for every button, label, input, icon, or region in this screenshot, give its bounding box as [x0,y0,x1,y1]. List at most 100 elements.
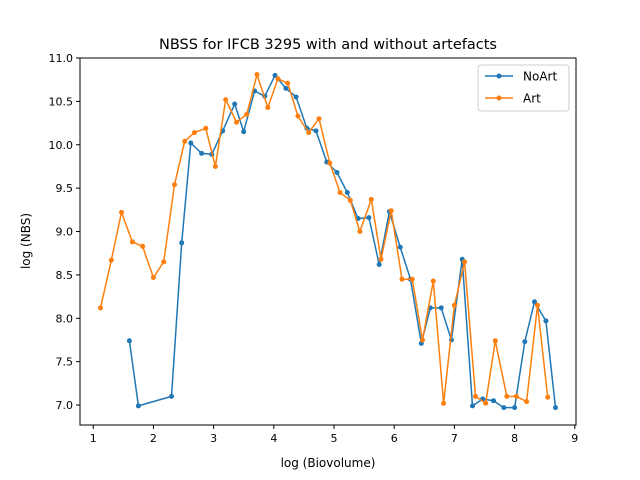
x-axis-label: log (Biovolume) [281,456,376,470]
data-point-noart [438,305,444,311]
data-point-noart [272,72,278,78]
data-point-noart [135,403,141,409]
series-line-noart [128,74,557,409]
data-point-art [535,302,540,308]
data-point-noart [366,215,372,221]
series-noart [126,72,558,411]
data-point-noart [199,150,205,156]
y-tick-label: 9.0 [56,226,74,239]
x-tick-label: 5 [331,432,338,445]
data-point-art [462,259,468,265]
data-point-art [172,182,177,188]
y-tick-label: 10.5 [49,95,74,108]
data-point-art [212,164,218,169]
data-point-noart [501,405,507,411]
data-point-noart [543,318,549,324]
legend-label-art: Art [523,92,541,106]
data-point-art [98,305,103,311]
data-point-art [244,111,250,117]
data-point-art [368,196,374,202]
y-tick-label: 7.5 [56,356,74,369]
data-point-art [524,399,530,405]
data-point-art [409,276,415,282]
legend-label-noart: NoArt [523,70,557,84]
data-point-noart [126,338,132,344]
data-point-art [399,276,405,282]
data-point-art [357,229,363,234]
data-point-art [119,209,124,215]
data-point-noart [334,170,340,175]
data-point-art [161,259,167,265]
y-tick-label: 7.0 [56,399,74,412]
y-tick-label: 9.5 [56,182,74,195]
y-tick-label: 8.5 [56,269,74,282]
data-point-art [388,208,394,214]
data-point-art [234,119,239,125]
data-point-art [254,72,260,77]
data-point-art [203,125,209,131]
data-point-art [182,138,188,144]
data-point-art [473,393,478,399]
data-point-art [504,393,510,399]
data-point-art [378,256,384,262]
data-point-noart [344,190,350,195]
data-point-art [430,278,436,284]
data-point-art [265,105,271,110]
y-tick-label: 11.0 [49,52,74,65]
data-point-art [285,80,291,86]
data-point-art [327,160,333,166]
x-axis-ticks: 1 2 3 4 5 6 7 8 9 [90,425,578,445]
x-tick-label: 3 [210,432,217,445]
legend: NoArt Art [477,64,570,112]
data-point-art [420,337,425,343]
data-point-noart [179,240,185,246]
data-point-noart [491,398,496,404]
x-tick-label: 2 [150,432,157,445]
data-point-noart [512,405,518,411]
data-point-noart [522,339,528,345]
data-point-noart [376,262,382,267]
data-point-noart [293,94,299,100]
data-point-art [545,394,551,400]
data-point-noart [188,140,194,146]
series-line-art [99,73,549,405]
x-tick-label: 1 [90,432,97,445]
series-layer [98,72,558,411]
y-tick-label: 8.0 [56,312,74,325]
y-axis-label: log (NBS) [19,213,33,269]
chart-title: NBSS for IFCB 3295 with and without arte… [159,37,497,53]
data-point-art [451,302,457,308]
data-point-noart [532,299,537,305]
x-tick-label: 6 [391,432,398,445]
legend-marker-art [496,95,502,101]
data-point-art [191,130,197,136]
data-point-noart [470,403,475,409]
plot-frame [79,57,577,426]
data-point-art [513,393,519,399]
data-point-art [347,197,353,203]
data-point-art [295,113,301,119]
data-point-art [337,190,343,195]
data-point-art [223,97,229,103]
data-point-noart [553,405,558,411]
data-point-art [108,257,114,263]
data-point-art [441,400,447,406]
data-point-noart [169,393,174,399]
data-point-noart [232,101,238,107]
plot-area [80,58,576,425]
x-tick-label: 4 [270,432,277,445]
data-point-noart [283,85,289,91]
y-axis-ticks: 7.0 7.5 8.0 8.5 9.0 9.5 10.0 10.5 11.0 [49,52,80,412]
series-art [98,72,551,406]
data-point-noart [397,244,403,250]
data-point-art [150,275,156,280]
data-point-art [306,130,312,136]
y-tick-label: 10.0 [49,139,74,152]
data-point-art [275,76,281,82]
data-point-art [492,338,498,344]
data-point-noart [241,129,247,135]
x-tick-label: 8 [511,432,518,445]
data-point-noart [313,128,319,134]
data-point-art [483,400,489,406]
